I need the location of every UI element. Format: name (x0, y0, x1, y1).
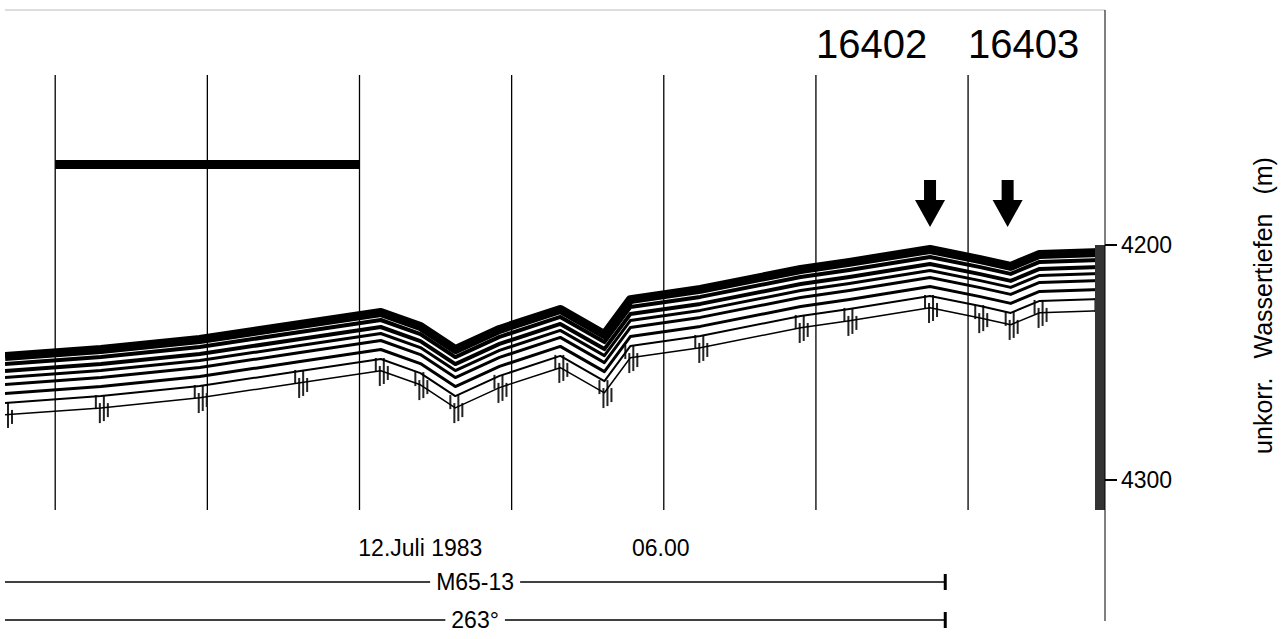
seafloor (5, 250, 1100, 357)
y-tick (1105, 244, 1117, 246)
reflector (5, 271, 1100, 378)
label-patch (430, 569, 520, 595)
echo-speckle (636, 353, 638, 367)
echo-speckle (855, 316, 857, 330)
echo-speckle (418, 380, 420, 400)
echo-speckle (799, 323, 801, 343)
echo-speckle (598, 380, 600, 394)
track-label: M65-13 (436, 569, 514, 595)
echo-speckle (206, 393, 208, 407)
track-end (944, 612, 947, 628)
echo-speckle (306, 378, 308, 392)
y-axis-line (1105, 10, 1106, 621)
y-tick-label: 4300 (1121, 467, 1172, 493)
echo-speckle (558, 363, 560, 383)
echo-speckle (1009, 320, 1011, 340)
echo-speckle (379, 366, 381, 386)
echo-speckle (501, 375, 503, 401)
label-patch (445, 607, 505, 633)
scale-bar (55, 160, 359, 169)
echo-speckle (847, 316, 849, 336)
record-edge (1095, 245, 1105, 510)
time-line (815, 75, 816, 510)
echo-speckle (426, 380, 428, 394)
time-line (967, 75, 968, 510)
chart: 4200 4300 unkorr. Wassertiefen (m) 16402 164… (0, 0, 1282, 639)
annotation: 06.00 (632, 535, 690, 561)
track-end (944, 574, 947, 590)
echo-speckle (198, 393, 200, 413)
echo-speckle (497, 383, 499, 403)
echo-speckle (807, 323, 809, 337)
reflector (5, 278, 1100, 385)
annotation: 12.Juli 1983 (358, 535, 482, 561)
y-axis-title: unkorr. Wassertiefen (m) (1249, 157, 1277, 454)
time-line (511, 75, 512, 510)
reflector (5, 308, 1100, 415)
echo-speckle (1046, 308, 1048, 322)
echo-speckle (628, 353, 630, 373)
echo-speckle (1013, 312, 1015, 338)
arrow (993, 180, 1023, 227)
time-line (359, 75, 360, 510)
station-label: 16402 (816, 22, 927, 66)
echo-speckle (1038, 308, 1040, 328)
arrow (915, 180, 945, 227)
echo-speckle (11, 410, 13, 424)
echo-speckle (928, 303, 930, 323)
y-tick-label: 4200 (1121, 232, 1172, 258)
echo-speckle (457, 395, 459, 421)
y-tick (1105, 479, 1117, 481)
echo-speckle (610, 388, 612, 402)
echo-speckle (698, 343, 700, 363)
track-label: 263° (451, 607, 499, 633)
echo-speckle (99, 403, 101, 423)
time-line (207, 75, 208, 510)
profile-group (5, 250, 1105, 430)
echo-speckle (566, 363, 568, 377)
echo-speckle (107, 403, 109, 417)
station-label: 16403 (968, 22, 1079, 66)
echo-speckle (298, 378, 300, 398)
time-line (55, 75, 56, 510)
echo-speckle (449, 395, 451, 409)
echo-speckle (606, 380, 608, 406)
echo-speckle (978, 313, 980, 333)
x-range-line (5, 10, 1105, 11)
echo-speckle (706, 343, 708, 357)
